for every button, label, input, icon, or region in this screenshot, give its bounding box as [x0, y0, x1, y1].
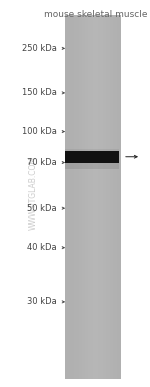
- Text: 150 kDa: 150 kDa: [22, 88, 57, 98]
- Text: 70 kDa: 70 kDa: [27, 158, 57, 167]
- Text: 50 kDa: 50 kDa: [27, 204, 57, 213]
- Text: 30 kDa: 30 kDa: [27, 297, 57, 307]
- Bar: [65, 149, 119, 156]
- Bar: [65, 151, 119, 163]
- Text: WWW.PTGLAB.COM: WWW.PTGLAB.COM: [28, 156, 38, 231]
- Text: 250 kDa: 250 kDa: [22, 44, 57, 53]
- Text: 40 kDa: 40 kDa: [27, 243, 57, 252]
- Bar: [65, 162, 119, 169]
- Text: mouse skeletal muscle: mouse skeletal muscle: [44, 10, 148, 19]
- Text: 100 kDa: 100 kDa: [22, 127, 57, 136]
